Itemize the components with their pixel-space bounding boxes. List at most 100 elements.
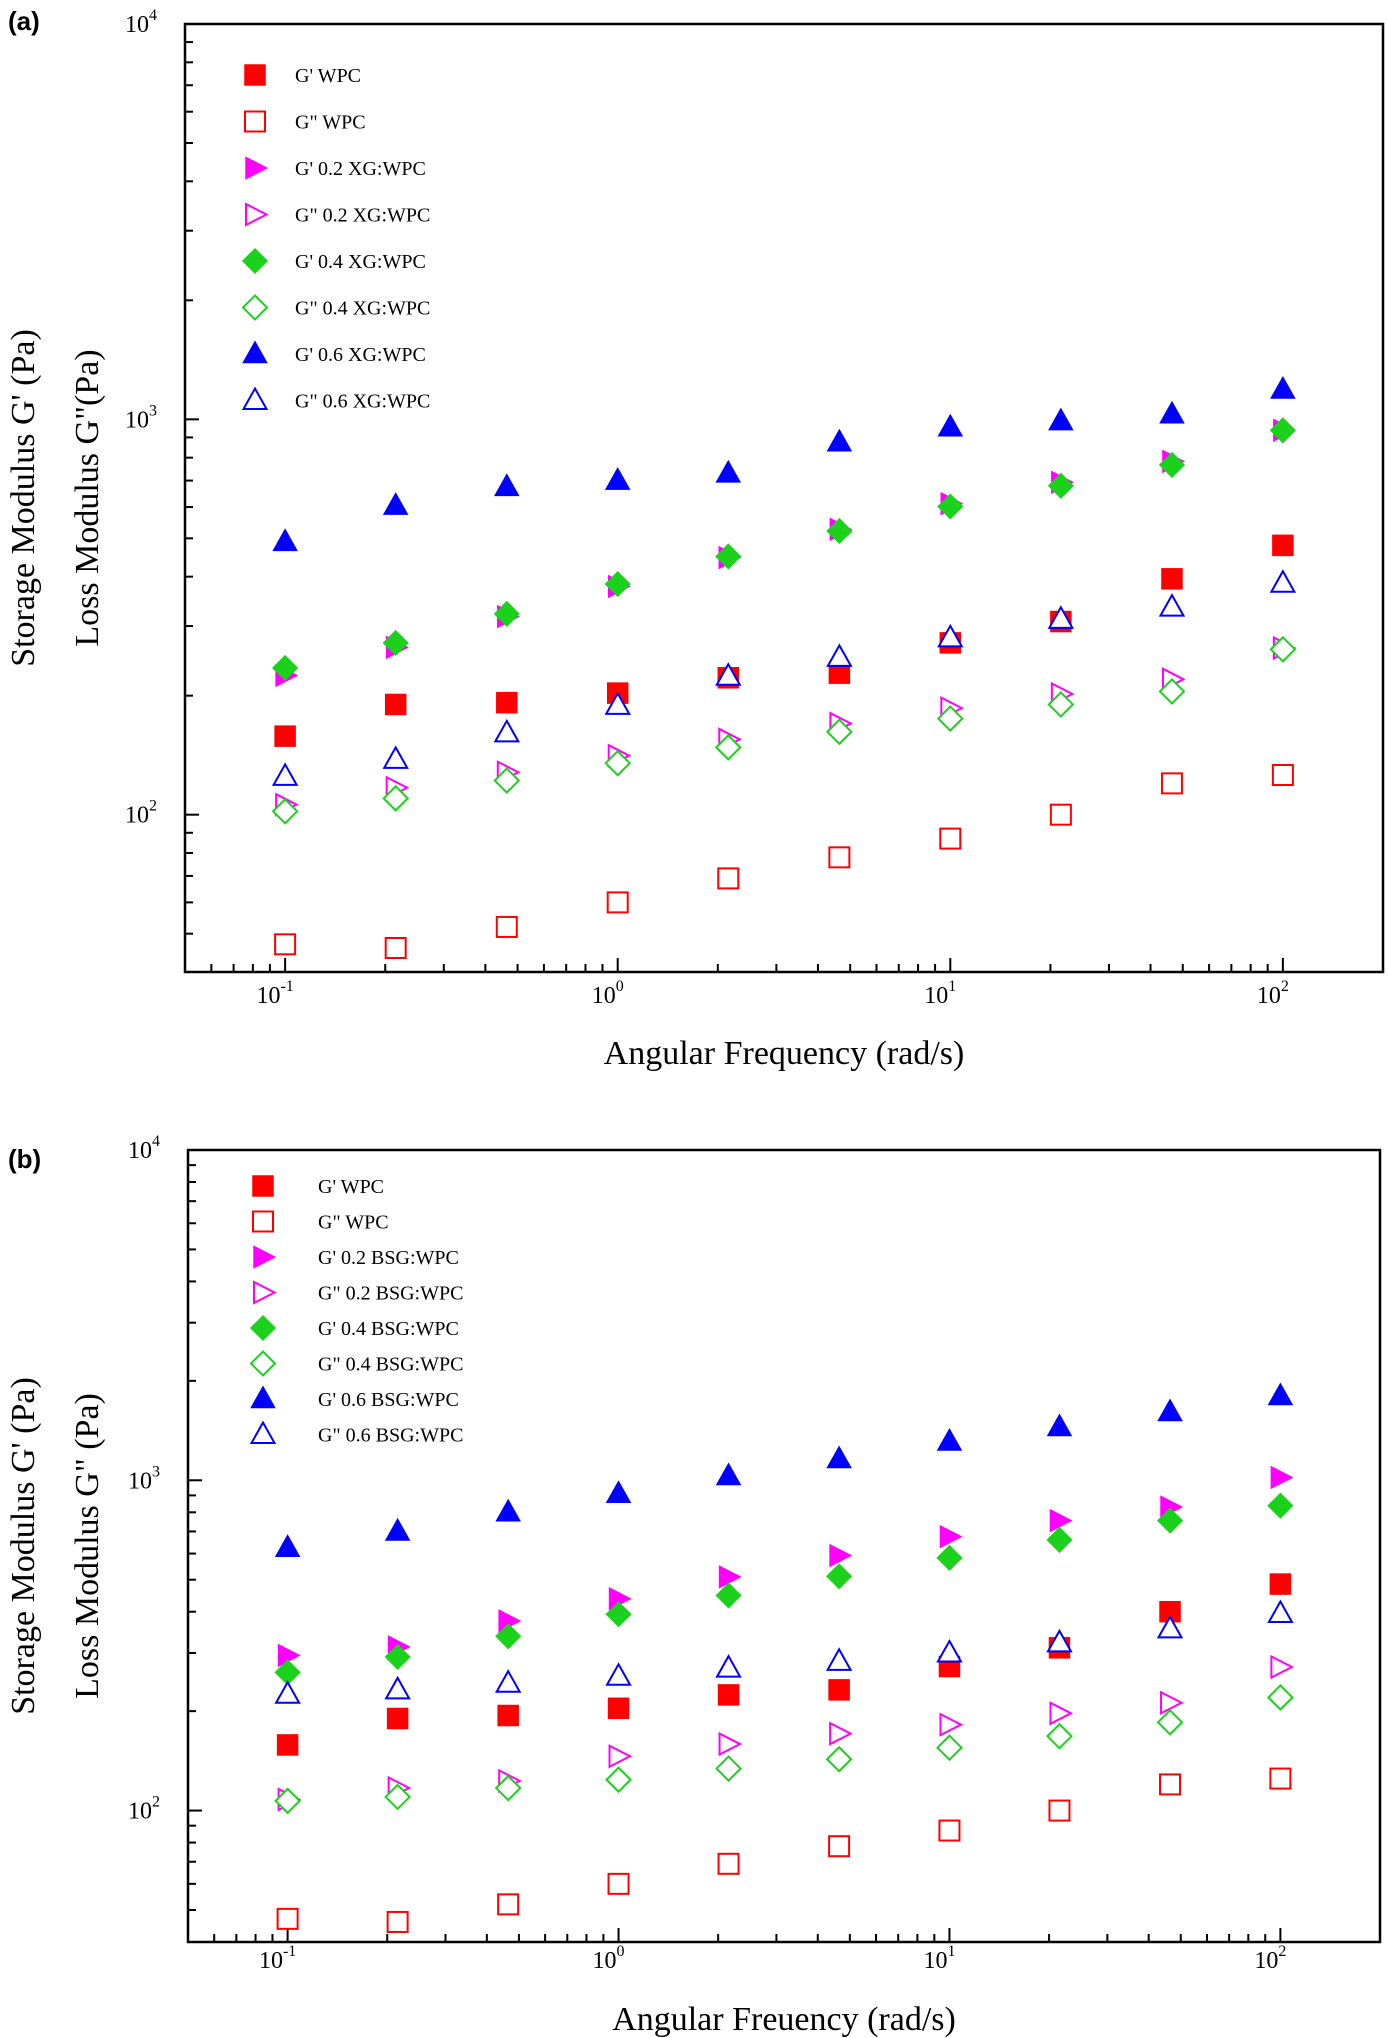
marker-diamond-legend-4 [241, 247, 269, 275]
marker-square-3 [607, 1697, 630, 1720]
x-axis-title: Angular Freuency (rad/s) [612, 2001, 956, 2038]
marker-triangle-right-8 [1160, 1690, 1184, 1715]
marker-triangle-right-3 [608, 1744, 633, 1769]
marker-triangle-right-5 [829, 1543, 853, 1568]
marker-diamond-8 [1158, 678, 1186, 705]
marker-triangle-up-6 [937, 413, 964, 437]
marker-triangle-right-7 [1049, 1701, 1074, 1726]
marker-square-2 [496, 691, 518, 714]
series-0 [276, 1573, 1292, 1756]
marker-triangle-up-3 [604, 691, 631, 715]
marker-triangle-up-7 [1046, 1628, 1073, 1653]
marker-triangle-right-9 [1270, 1654, 1295, 1680]
marker-diamond-legend-5 [249, 1350, 277, 1377]
marker-triangle-right-4 [718, 1731, 743, 1757]
legend-entry-label: G' 0.4 BSG:WPC [318, 1318, 459, 1340]
marker-triangle-up-7 [1048, 407, 1074, 431]
marker-square-8 [1159, 1773, 1182, 1796]
marker-triangle-up-0 [272, 528, 298, 552]
marker-diamond-legend-5 [241, 294, 269, 321]
chart-panel-b: (b) 10-1 100 101 102 102 103 104 Angular Freuenc… [5, 1133, 1382, 2038]
marker-diamond-0 [272, 654, 299, 682]
marker-square-9 [1269, 1573, 1292, 1595]
marker-square-1 [384, 937, 407, 960]
marker-diamond-9 [1269, 417, 1296, 444]
marker-square-9 [1271, 763, 1294, 786]
marker-triangle-right-6 [939, 1524, 963, 1549]
marker-square-3 [606, 891, 629, 914]
legend-entry-label: G' WPC [295, 65, 361, 87]
marker-diamond-5 [826, 517, 853, 545]
marker-diamond-3 [604, 571, 631, 598]
marker-square-8 [1160, 772, 1183, 795]
x-tick-label: 100 [593, 1943, 625, 1974]
marker-diamond-3 [604, 749, 632, 777]
legend-entry-label: G' 0.6 BSG:WPC [318, 1389, 459, 1411]
legend-entry-label: G' 0.2 BSG:WPC [318, 1247, 459, 1269]
marker-triangle-up-2 [494, 473, 520, 497]
marker-square-4 [717, 1684, 740, 1706]
marker-square-legend-0 [244, 64, 266, 86]
marker-triangle-right-legend-2 [253, 1245, 277, 1269]
x-tick-label: 10-1 [256, 978, 293, 1009]
marker-triangle-up-3 [605, 1662, 632, 1686]
marker-triangle-right-6 [939, 1712, 964, 1737]
y-axis-title-storage: Storage Modulus G' (Pa) [5, 1377, 42, 1715]
marker-diamond-6 [936, 705, 964, 733]
marker-triangle-right-legend-3 [253, 1280, 277, 1305]
marker-square-6 [938, 1819, 961, 1842]
y-tick-label: 104 [125, 7, 157, 38]
marker-triangle-up-9 [1270, 375, 1296, 399]
marker-diamond-8 [1158, 451, 1186, 478]
y-tick-label: 102 [125, 798, 157, 829]
marker-square-5 [828, 1835, 851, 1858]
legend-entry-label: G" 0.2 BSG:WPC [318, 1283, 463, 1305]
marker-diamond-6 [937, 493, 964, 520]
marker-square-7 [1049, 803, 1072, 826]
marker-triangle-up-6 [936, 1428, 963, 1451]
marker-diamond-6 [936, 1734, 963, 1762]
series-3 [277, 1654, 1295, 1812]
marker-square-3 [607, 1872, 630, 1895]
marker-square-1 [384, 693, 407, 716]
legend: G' WPC G" WPC G' 0.2 XG:WPC G" 0.2 XG:WPC G'… [241, 64, 430, 413]
marker-diamond-1 [384, 1783, 412, 1811]
series-6 [272, 375, 1296, 552]
x-tick-label: 101 [923, 1943, 955, 1974]
marker-triangle-up-legend-7 [249, 1420, 277, 1444]
marker-triangle-up-2 [493, 718, 521, 743]
legend-entry-label: G' 0.4 XG:WPC [295, 251, 426, 273]
legend-entry-label: G" 0.4 XG:WPC [295, 298, 430, 320]
marker-square-5 [828, 846, 851, 869]
legend-entry-label: G" WPC [318, 1212, 389, 1234]
marker-diamond-9 [1269, 635, 1297, 663]
marker-triangle-up-5 [826, 1445, 852, 1469]
marker-triangle-up-9 [1267, 1382, 1294, 1406]
marker-square-7 [1048, 1799, 1071, 1822]
marker-diamond-6 [936, 1544, 963, 1571]
marker-triangle-up-legend-7 [241, 386, 269, 410]
legend-entry-label: G" 0.4 BSG:WPC [318, 1354, 463, 1376]
marker-square-9 [1272, 534, 1294, 557]
y-axis-title-loss: Loss Modulus G"(Pa) [69, 349, 106, 646]
marker-triangle-right-9 [1270, 1465, 1294, 1490]
marker-triangle-up-6 [937, 623, 964, 648]
marker-triangle-right-legend-3 [245, 202, 269, 227]
marker-diamond-2 [493, 600, 520, 627]
marker-square-9 [1269, 1767, 1292, 1790]
marker-triangle-up-9 [1267, 1599, 1294, 1624]
y-tick-label: 103 [125, 402, 157, 433]
x-axis-title: Angular Frequency (rad/s) [604, 1035, 965, 1072]
marker-square-0 [276, 1907, 299, 1930]
legend-entry-label: G" 0.6 XG:WPC [295, 391, 430, 413]
marker-triangle-up-4 [715, 1462, 742, 1486]
marker-diamond-1 [384, 1643, 411, 1670]
marker-triangle-up-5 [826, 428, 853, 452]
series-0 [274, 534, 1294, 747]
marker-diamond-5 [825, 718, 853, 746]
marker-triangle-right-legend-2 [245, 156, 269, 180]
marker-triangle-up-0 [274, 1534, 301, 1557]
marker-triangle-up-8 [1158, 593, 1186, 617]
marker-triangle-up-5 [825, 1647, 853, 1671]
